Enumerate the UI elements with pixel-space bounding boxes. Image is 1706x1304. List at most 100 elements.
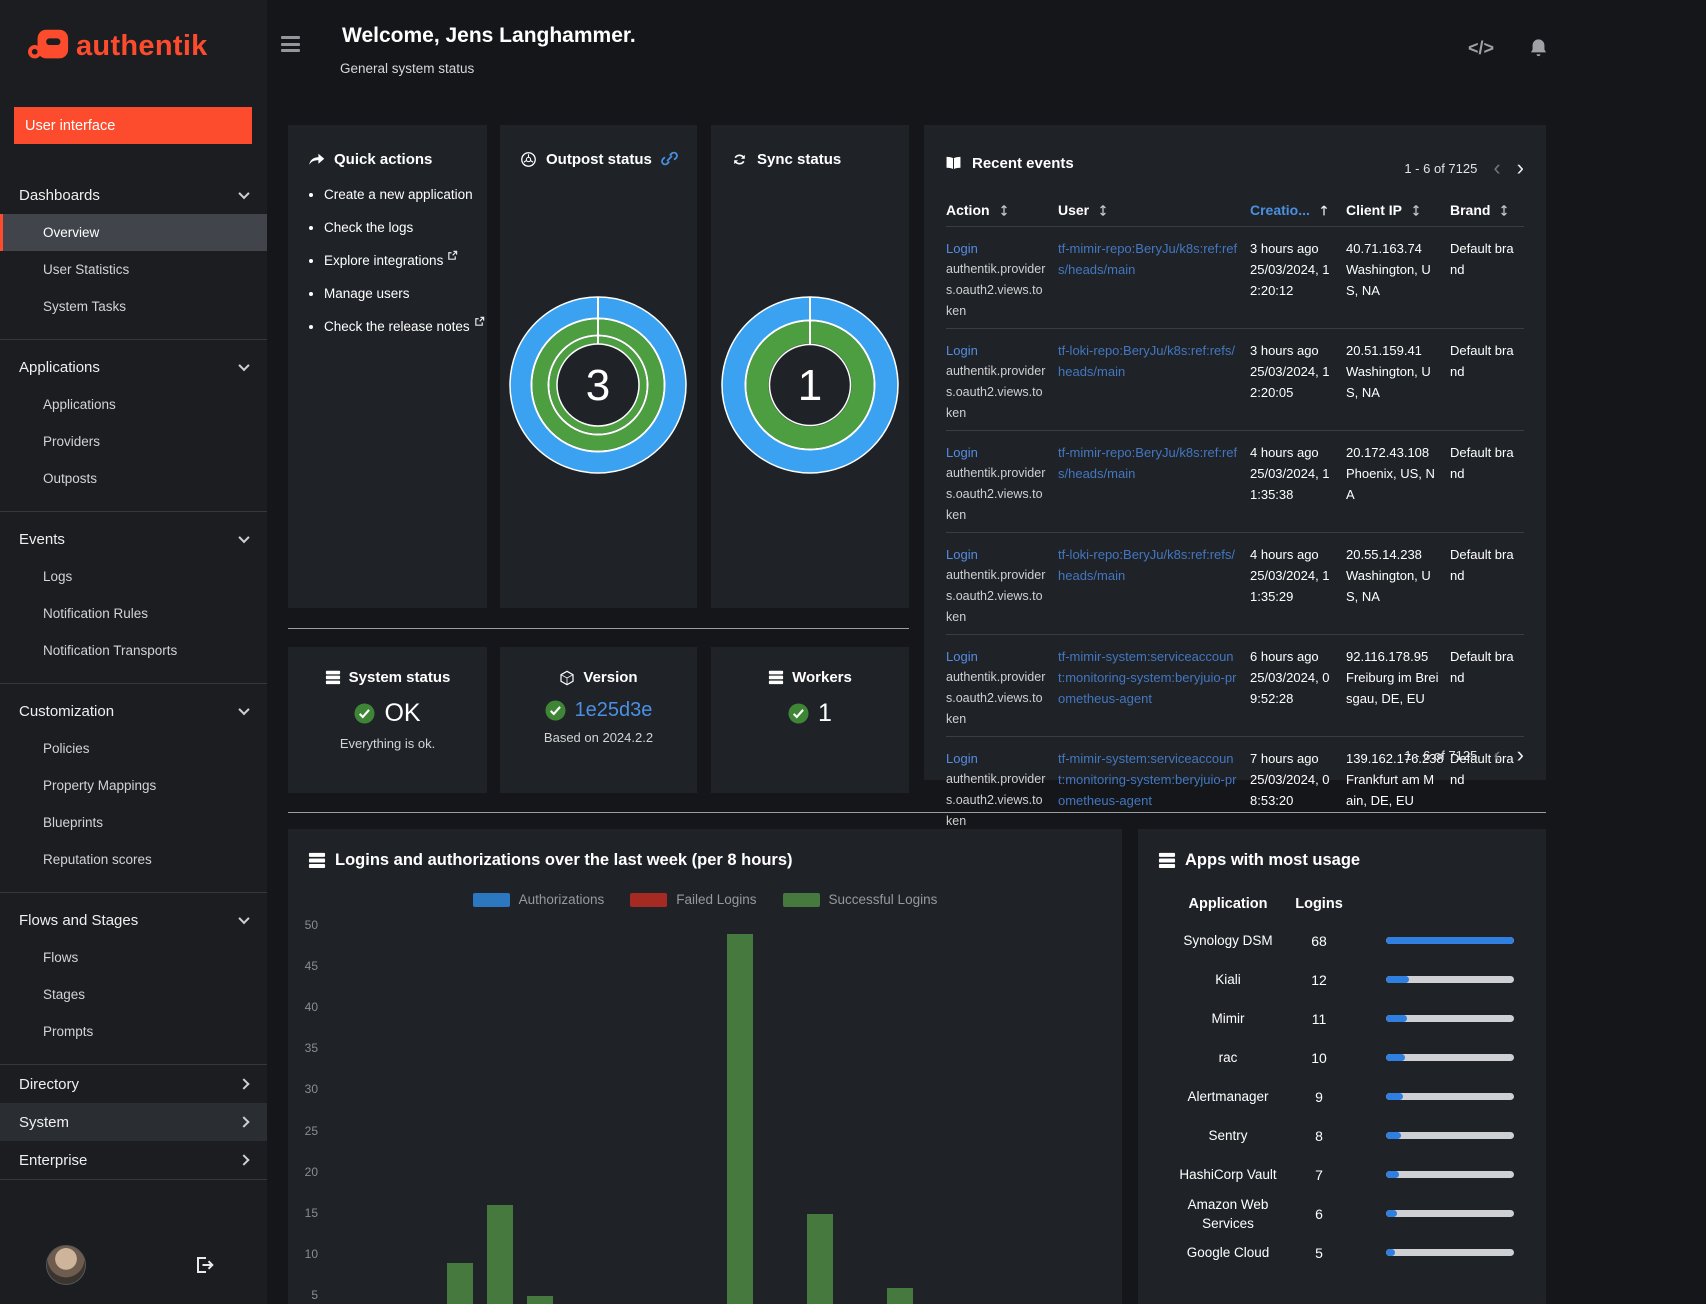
recent-events-table: Action User Creatio... Client IP Brand Login a…: [946, 194, 1524, 838]
sidebar-section-dashboards-wrap: Dashboards Overview User Statistics System …: [0, 174, 267, 333]
y-axis-tick-label: 25: [304, 1123, 318, 1138]
sort-icon: [1413, 204, 1419, 216]
table-row: Login authentik.providers.oauth2.views.to…: [946, 736, 1524, 838]
version-value-link[interactable]: 1e25d3e: [574, 699, 653, 721]
sidebar-item-system-tasks[interactable]: System Tasks: [43, 299, 127, 314]
notifications-bell-icon[interactable]: [1527, 36, 1550, 60]
api-code-icon[interactable]: </>: [1467, 38, 1494, 58]
sidebar-item-property-mappings[interactable]: Property Mappings: [43, 778, 157, 793]
app-login-count: 7: [1315, 1166, 1323, 1183]
topbar: Welcome, Jens Langhammer. General system…: [267, 0, 1706, 110]
table-row: Login authentik.providers.oauth2.views.to…: [946, 328, 1524, 430]
quick-action-label: Check the logs: [324, 220, 414, 235]
sidebar-item-user-statistics[interactable]: User Statistics: [43, 262, 130, 277]
column-header-client-ip[interactable]: Client IP: [1346, 194, 1450, 226]
column-header-action[interactable]: Action: [946, 194, 1058, 226]
chevron-left-icon[interactable]: ‹: [1493, 742, 1501, 767]
sidebar-section-system[interactable]: System: [0, 1103, 267, 1141]
hamburger-menu-icon[interactable]: [281, 36, 303, 56]
brand-name: authentik: [76, 29, 208, 62]
quick-action-label: Create a new application: [324, 187, 473, 202]
app-usage-bar: [1386, 976, 1514, 983]
event-created-cell: 3 hours ago 25/03/2024, 12:20:05: [1250, 340, 1346, 424]
event-app-label: authentik.providers.oauth2.views.token: [946, 262, 1046, 318]
chevron-right-icon[interactable]: ›: [1516, 155, 1524, 180]
sidebar-section-events[interactable]: Events: [0, 520, 267, 558]
sidebar-section-label: System: [19, 1113, 70, 1131]
sidebar-item-flows[interactable]: Flows: [43, 950, 79, 965]
sidebar-section-applications[interactable]: Applications: [0, 348, 267, 386]
system-status-value: OK: [384, 699, 421, 727]
divider: [288, 812, 1546, 813]
quick-action-create-a-new-application[interactable]: Create a new application: [324, 182, 487, 207]
quick-action-label: Manage users: [324, 286, 410, 301]
sidebar-item-policies[interactable]: Policies: [43, 741, 90, 756]
user-avatar[interactable]: [46, 1245, 86, 1285]
event-client-ip-cell: 20.51.159.41 Washington, US, NA: [1346, 340, 1450, 424]
sidebar-item-prompts[interactable]: Prompts: [43, 1024, 94, 1039]
link-icon[interactable]: [660, 149, 679, 168]
pagination-label: 1 - 6 of 7125: [1404, 747, 1478, 763]
app-usage-bar: [1386, 1132, 1514, 1139]
legend-item-authorizations: Authorizations: [472, 892, 604, 907]
quick-action-check-the-release-notes[interactable]: Check the release notes: [324, 314, 487, 339]
apps-column-application: Application: [1188, 896, 1268, 912]
sidebar-item-notification-rules[interactable]: Notification Rules: [43, 606, 149, 621]
event-action-link[interactable]: Login: [946, 547, 978, 562]
event-action-link[interactable]: Login: [946, 649, 978, 664]
chevron-right-icon[interactable]: ›: [1516, 742, 1524, 767]
sidebar-item-logs[interactable]: Logs: [43, 569, 73, 584]
sidebar-item-stages[interactable]: Stages: [43, 987, 86, 1002]
event-user-link[interactable]: tf-mimir-system:serviceaccount:monitorin…: [1058, 649, 1237, 706]
event-client-ip: 139.162.176.238: [1346, 751, 1444, 766]
event-user-link[interactable]: tf-mimir-repo:BeryJu/k8s:ref:refs/heads/…: [1058, 445, 1238, 481]
workers-value: 1: [818, 699, 832, 727]
workers-card: Workers 1: [711, 647, 909, 793]
event-created-absolute: 25/03/2024, 12:20:12: [1250, 262, 1330, 298]
sidebar-section-flows-and-stages[interactable]: Flows and Stages: [0, 901, 267, 939]
event-brand-cell: Default brand: [1450, 343, 1514, 379]
version-subtitle: Based on 2024.2.2: [543, 730, 654, 745]
sidebar-item-notification-transports[interactable]: Notification Transports: [43, 643, 178, 658]
table-row: Login authentik.providers.oauth2.views.to…: [946, 430, 1524, 532]
event-client-ip: 40.71.163.74: [1346, 241, 1422, 256]
sidebar-section-directory[interactable]: Directory: [0, 1065, 267, 1103]
event-user-link[interactable]: tf-loki-repo:BeryJu/k8s:ref:refs/heads/m…: [1058, 343, 1235, 379]
event-action-link[interactable]: Login: [946, 751, 978, 766]
quick-action-check-the-logs[interactable]: Check the logs: [324, 215, 487, 240]
sidebar-section-customization[interactable]: Customization: [0, 692, 267, 730]
event-user-cell: tf-mimir-repo:BeryJu/k8s:ref:refs/heads/…: [1058, 442, 1250, 526]
logout-icon[interactable]: [193, 1255, 215, 1275]
event-user-link[interactable]: tf-loki-repo:BeryJu/k8s:ref:refs/heads/m…: [1058, 547, 1235, 583]
event-user-link[interactable]: tf-mimir-repo:BeryJu/k8s:ref:refs/heads/…: [1058, 241, 1238, 277]
event-action-link[interactable]: Login: [946, 445, 978, 460]
column-header-brand[interactable]: Brand: [1450, 194, 1524, 226]
quick-action-manage-users[interactable]: Manage users: [324, 281, 487, 306]
app-name: Kiali: [1215, 972, 1241, 987]
user-interface-button[interactable]: User interface: [14, 107, 252, 144]
chevron-left-icon[interactable]: ‹: [1493, 155, 1501, 180]
server-icon: [769, 670, 784, 685]
recent-events-card: Recent events 1 - 6 of 7125 ‹ › Action Us…: [924, 125, 1546, 828]
column-header-creatio[interactable]: Creatio...: [1250, 194, 1346, 226]
column-header-label: User: [1058, 202, 1090, 218]
column-header-user[interactable]: User: [1058, 194, 1250, 226]
sidebar-section-dashboards[interactable]: Dashboards: [0, 176, 267, 214]
sidebar-section-enterprise[interactable]: Enterprise: [0, 1141, 267, 1179]
sidebar-item-blueprints[interactable]: Blueprints: [43, 815, 104, 830]
quick-actions-title: Quick actions: [334, 151, 433, 168]
event-user-link[interactable]: tf-mimir-system:serviceaccount:monitorin…: [1058, 751, 1237, 808]
sidebar-item-applications[interactable]: Applications: [43, 397, 116, 412]
sidebar-item-outposts[interactable]: Outposts: [43, 471, 98, 486]
sidebar-item-providers[interactable]: Providers: [43, 434, 101, 449]
app-login-count: 68: [1311, 932, 1327, 949]
app-usage-row: Kiali 12: [1138, 960, 1546, 999]
event-action-link[interactable]: Login: [946, 241, 978, 256]
legend-label: Successful Logins: [828, 892, 938, 907]
app-usage-row: Google Cloud 5: [1138, 1233, 1546, 1272]
column-header-label: Brand: [1450, 202, 1491, 218]
sidebar-item-reputation-scores[interactable]: Reputation scores: [43, 852, 152, 867]
sidebar-item-overview[interactable]: Overview: [0, 214, 267, 251]
quick-action-explore-integrations[interactable]: Explore integrations: [324, 248, 487, 273]
event-action-link[interactable]: Login: [946, 343, 978, 358]
